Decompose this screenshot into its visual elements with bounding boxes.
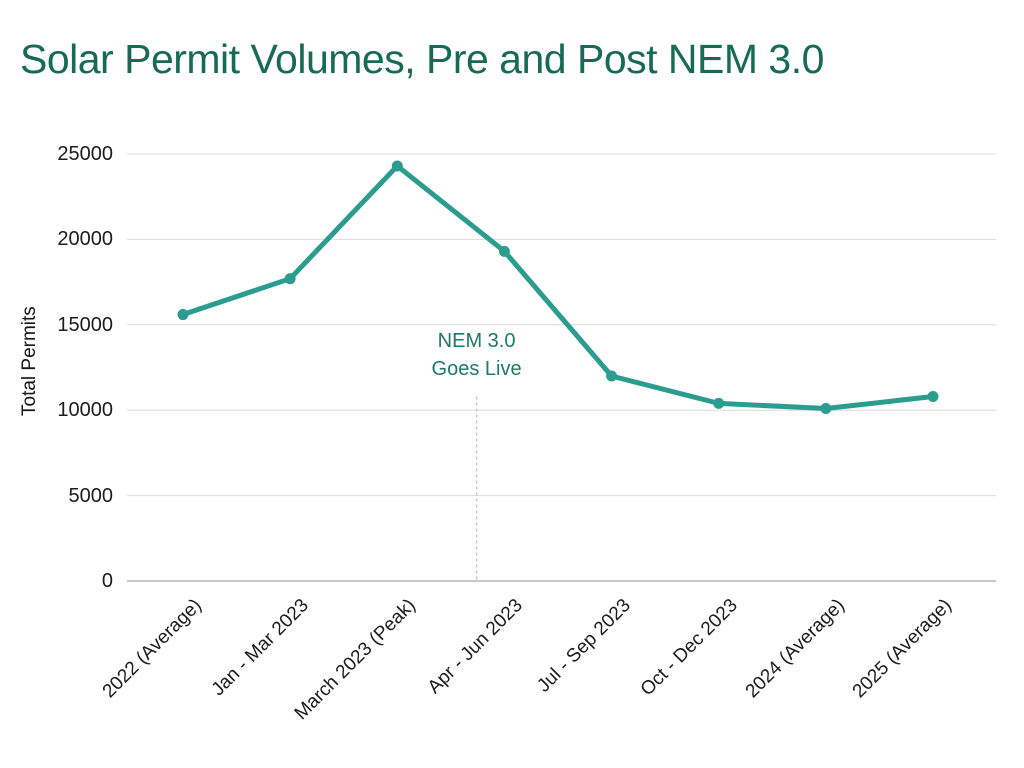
plot-area xyxy=(127,153,996,582)
annotation-line-2: Goes Live xyxy=(431,357,522,380)
chart-title: Solar Permit Volumes, Pre and Post NEM 3… xyxy=(20,36,824,82)
permits-line xyxy=(180,163,936,411)
x-tick-label: 2024 (Average) xyxy=(741,595,849,703)
y-tick-label: 5000 xyxy=(68,484,114,507)
data-point-marker xyxy=(606,370,618,382)
y-tick-label: 0 xyxy=(101,570,113,592)
x-tick-label: 2022 (Average) xyxy=(98,595,206,703)
y-tick-label: 25000 xyxy=(57,143,113,165)
y-tick-label: 15000 xyxy=(57,313,113,336)
data-point-marker xyxy=(391,160,403,172)
line-chart xyxy=(127,153,996,582)
x-tick-label: Oct - Dec 2023 xyxy=(636,595,742,701)
y-tick-label: 10000 xyxy=(57,399,113,422)
x-tick-label: Jul - Sep 2023 xyxy=(532,595,635,697)
x-tick-label: Jan - Mar 2023 xyxy=(207,595,313,701)
y-tick-label: 20000 xyxy=(57,228,113,251)
data-point-marker xyxy=(713,397,725,409)
x-tick-label: 2025 (Average) xyxy=(848,595,956,703)
data-point-marker xyxy=(177,309,189,321)
data-point-marker xyxy=(498,245,510,257)
x-tick-label: Apr - Jun 2023 xyxy=(424,595,528,698)
nem-go-live-annotation: NEM 3.0 Goes Live xyxy=(432,327,522,383)
x-tick-label: March 2023 (Peak) xyxy=(291,595,421,725)
data-point-marker xyxy=(820,402,832,414)
data-point-marker xyxy=(284,273,296,285)
annotation-line-1: NEM 3.0 xyxy=(437,329,516,352)
data-point-marker xyxy=(927,391,939,403)
